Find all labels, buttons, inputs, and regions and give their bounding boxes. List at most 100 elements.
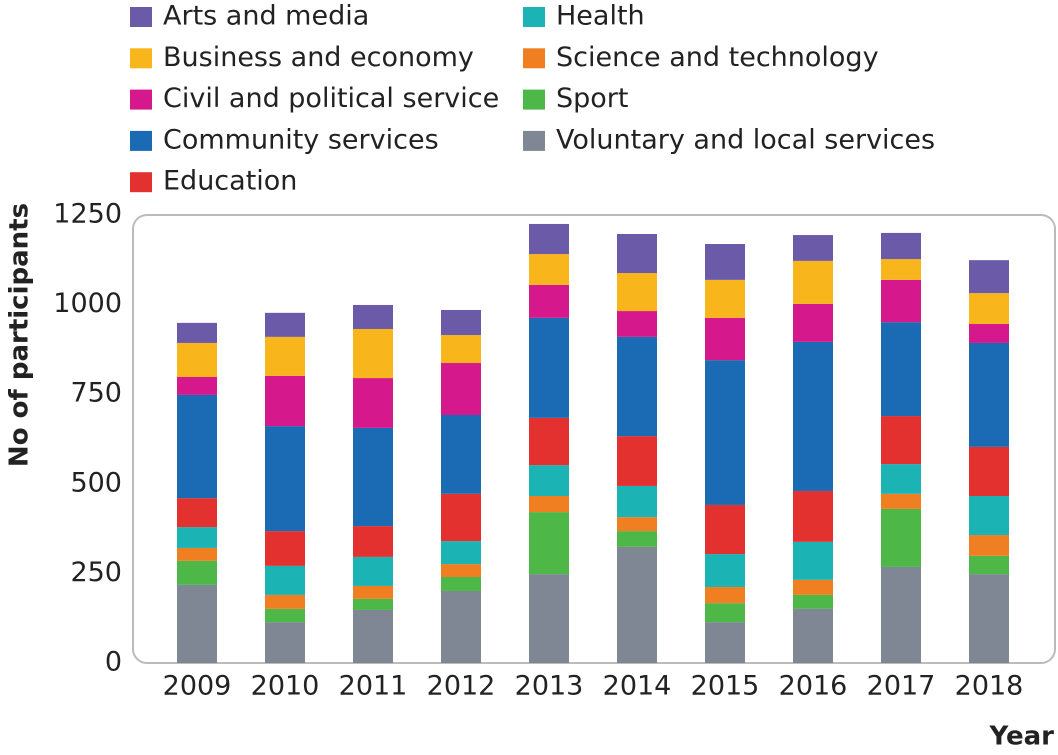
bar-segment (441, 493, 481, 542)
bar-segment (441, 590, 481, 663)
x-tick-label: 2014 (603, 671, 672, 702)
legend-swatch (130, 172, 152, 193)
legend-swatch (130, 89, 152, 110)
bar-segment (969, 293, 1009, 324)
bar-segment (529, 495, 569, 513)
bar-segment (881, 232, 921, 260)
bar-segment (793, 235, 833, 261)
bar-segment (529, 512, 569, 575)
bar-segment (529, 574, 569, 663)
y-tick-label: 1250 (53, 199, 122, 230)
legend-label: Arts and media (163, 1, 369, 32)
x-tick-label: 2018 (955, 671, 1024, 702)
bar-segment (441, 309, 481, 336)
bar-segment (881, 493, 921, 509)
bar-segment (969, 260, 1009, 294)
bar-segment (265, 312, 305, 337)
x-tick-label: 2009 (163, 671, 232, 702)
legend-swatch (130, 48, 152, 69)
bar-segment (177, 560, 217, 585)
bar-segment (441, 564, 481, 577)
legend-swatch (523, 130, 545, 151)
x-tick-label: 2011 (339, 671, 408, 702)
x-tick-label: 2013 (515, 671, 584, 702)
bar-segment (617, 311, 657, 337)
bar-segment (353, 328, 393, 379)
bar-segment (969, 323, 1009, 343)
bar-segment (353, 585, 393, 599)
legend-label: Sport (556, 83, 628, 114)
x-tick-label: 2015 (691, 671, 760, 702)
legend-label: Civil and political service (163, 83, 499, 114)
bar-segment (881, 508, 921, 567)
bar-segment (529, 465, 569, 496)
bar-segment (881, 566, 921, 663)
bar-segment (969, 555, 1009, 575)
legend-swatch (130, 7, 152, 27)
x-tick-label: 2017 (867, 671, 936, 702)
legend-label: Community services (163, 124, 439, 155)
bar-segment (441, 541, 481, 565)
bar-segment (617, 517, 657, 532)
y-axis-label: No of participants (5, 203, 35, 467)
bar-segment (177, 394, 217, 499)
bar-segment (793, 260, 833, 304)
bar-segment (441, 414, 481, 494)
bar-segment (353, 598, 393, 610)
bar-segment (265, 622, 305, 663)
bar-segment (353, 556, 393, 586)
plot-frame (132, 214, 1056, 664)
bar-segment (617, 546, 657, 663)
bar-segment (969, 495, 1009, 536)
bar-segment (177, 376, 217, 395)
bar-segment (353, 304, 393, 329)
bar-segment (705, 587, 745, 604)
bar-segment (177, 547, 217, 561)
bar-segment (353, 609, 393, 663)
bar-segment (617, 531, 657, 547)
bar-segment (353, 427, 393, 527)
bar-segment (793, 541, 833, 580)
legend-swatch (523, 48, 545, 69)
bar-segment (793, 594, 833, 609)
legend-swatch (130, 130, 152, 151)
bar-segment (617, 273, 657, 312)
bar-segment (529, 317, 569, 418)
bar-segment (617, 436, 657, 486)
bar-segment (793, 341, 833, 491)
bar-segment (705, 504, 745, 555)
x-axis-label: Year (989, 722, 1055, 752)
bar-segment (529, 223, 569, 255)
bar-segment (793, 608, 833, 663)
bar-segment (705, 554, 745, 588)
legend-swatch (523, 89, 545, 110)
legend-label: Science and technology (556, 42, 879, 73)
bar-segment (529, 417, 569, 466)
legend-label: Business and economy (163, 42, 474, 73)
bar-segment (177, 322, 217, 343)
bar-segment (705, 279, 745, 318)
bar-segment (265, 426, 305, 532)
y-tick-label: 750 (70, 378, 122, 409)
bar-segment (705, 317, 745, 361)
bar-segment (793, 579, 833, 595)
bar-segment (881, 416, 921, 465)
bar-segment (177, 527, 217, 548)
bar-segment (617, 336, 657, 437)
bar-segment (881, 259, 921, 280)
y-tick-label: 500 (70, 467, 122, 498)
bar-segment (441, 576, 481, 591)
bar-segment (265, 594, 305, 609)
bar-segment (177, 498, 217, 528)
bar-segment (177, 584, 217, 663)
legend-label: Health (556, 1, 645, 32)
bar-segment (265, 565, 305, 595)
bar-segment (969, 446, 1009, 496)
bar-segment (177, 342, 217, 377)
bar-segment (265, 608, 305, 623)
y-tick-label: 0 (105, 647, 122, 678)
bar-segment (969, 535, 1009, 556)
legend-label: Voluntary and local services (556, 124, 935, 155)
bar-segment (969, 574, 1009, 663)
